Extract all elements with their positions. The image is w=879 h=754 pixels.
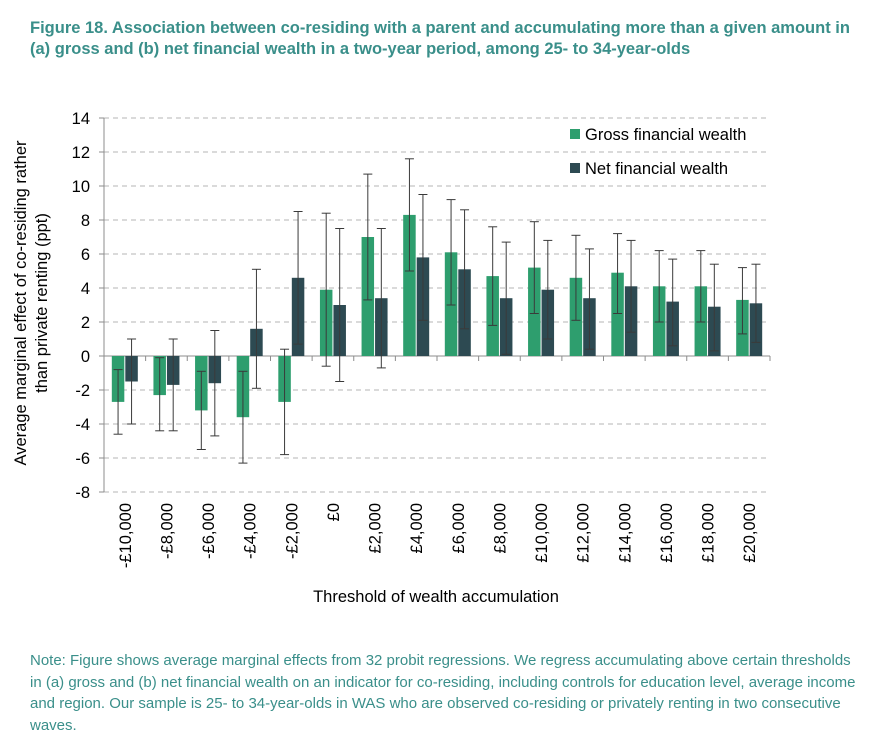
x-tick-label: -£2,000 [283, 503, 301, 559]
y-axis-title-line-2: than private renting (ppt) [33, 213, 51, 393]
bar-gross [611, 272, 624, 356]
x-tick-label: £6,000 [450, 503, 468, 553]
x-tick-label: -£8,000 [158, 503, 176, 559]
bar-gross [403, 214, 416, 356]
bars [111, 214, 763, 418]
x-tick-label: £20,000 [741, 503, 759, 563]
y-tick-label: 4 [81, 280, 90, 298]
y-tick-label: -8 [75, 484, 90, 502]
error-bars [113, 158, 761, 464]
y-tick-label: 12 [72, 144, 90, 162]
legend-label: Gross financial wealth [585, 126, 746, 144]
x-tick-label: £2,000 [367, 503, 385, 553]
legend-swatch [570, 163, 580, 173]
legend: Gross financial wealth Net financial weal… [570, 126, 746, 178]
x-tick-label: £0 [325, 503, 343, 521]
y-tick-label: 8 [81, 212, 90, 230]
x-tick-label: £16,000 [658, 503, 676, 563]
x-tick-label: -£10,000 [117, 503, 135, 568]
x-tick-label: £12,000 [575, 503, 593, 563]
x-axis-title: Threshold of wealth accumulation [313, 588, 559, 606]
x-tick-label: £8,000 [491, 503, 509, 553]
y-tick-label: -2 [75, 382, 90, 400]
chart: -8 -6 -4 -2 0 2 4 6 8 10 12 14 -£10,000 -£8,000 -£6,0… [12, 110, 771, 606]
x-tick-label: £10,000 [533, 503, 551, 563]
y-tick-label: 2 [81, 314, 90, 332]
y-axis-title-line-1: Average marginal effect of co-residing r… [12, 140, 30, 465]
figure-title: Figure 18. Association between co-residi… [30, 19, 850, 58]
y-tick-label: -6 [75, 450, 90, 468]
x-tick-label: £14,000 [616, 503, 634, 563]
y-tick-label: 10 [72, 178, 90, 196]
legend-label: Net financial wealth [585, 160, 728, 178]
y-tick-label: 6 [81, 246, 90, 264]
x-tick-label: £18,000 [700, 503, 718, 563]
x-tick-label: £4,000 [408, 503, 426, 553]
legend-swatch [570, 129, 580, 139]
y-tick-label: -4 [75, 416, 90, 434]
y-tick-labels: -8 -6 -4 -2 0 2 4 6 8 10 12 14 [72, 110, 90, 502]
x-tick-label: -£4,000 [242, 503, 260, 559]
x-tick-labels: -£10,000 -£8,000 -£6,000 -£4,000 -£2,000 £0 £2… [117, 503, 759, 568]
figure-note: Note: Figure shows average marginal effe… [30, 652, 856, 734]
y-tick-label: 0 [81, 348, 90, 366]
x-tick-label: -£6,000 [200, 503, 218, 559]
y-tick-label: 14 [72, 110, 90, 128]
